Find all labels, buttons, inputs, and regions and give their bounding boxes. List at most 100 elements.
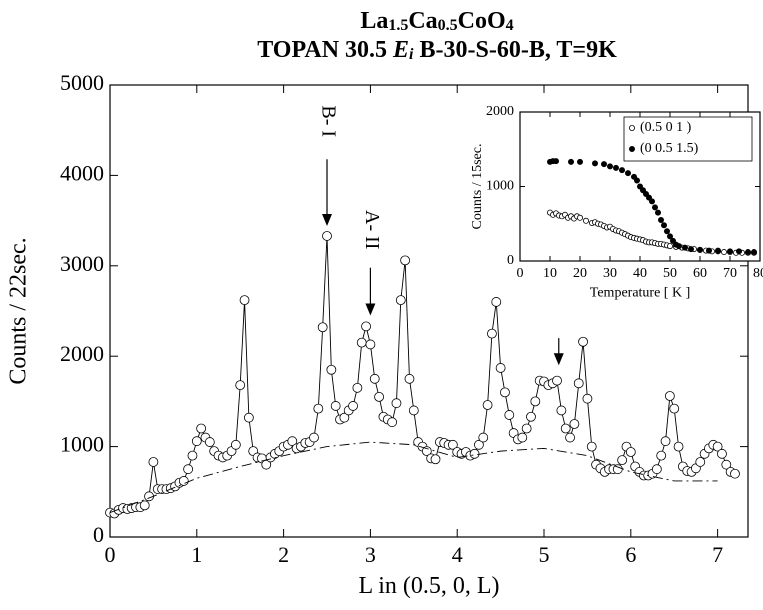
data-point	[404, 373, 415, 384]
data-point	[330, 401, 341, 411]
data-point	[474, 439, 484, 450]
data-point	[178, 476, 189, 486]
data-point	[183, 464, 194, 475]
data-point	[664, 228, 671, 235]
x-tick-label: 40	[633, 266, 647, 281]
y-axis-label: Counts / 15sec.	[470, 144, 485, 230]
title-part: B-30-S-60-B, T=9K	[414, 37, 618, 63]
data-point	[361, 321, 371, 332]
series-line	[109, 441, 718, 514]
data-point	[235, 380, 246, 391]
x-tick-label: 1	[191, 542, 202, 567]
data-point	[688, 246, 695, 253]
x-axis-label: Temperature [ K ]	[590, 285, 690, 300]
data-point	[139, 500, 150, 511]
data-point	[487, 328, 497, 339]
data-point	[682, 244, 689, 251]
data-point	[287, 436, 298, 447]
data-point	[148, 457, 159, 467]
x-tick-label: 0	[105, 542, 116, 567]
data-point	[669, 403, 680, 414]
data-point	[469, 448, 480, 459]
data-point	[196, 423, 207, 434]
title-part: Ca	[408, 8, 437, 34]
legend-box	[623, 116, 753, 162]
chart-title: TOPAN 30.5 Ei B-30-S-60-B, T=9K	[257, 37, 617, 64]
legend-marker	[629, 125, 636, 132]
data-point	[369, 373, 380, 384]
data-point	[612, 464, 623, 475]
data-point	[583, 217, 590, 224]
data-point	[617, 455, 628, 466]
data-point	[400, 255, 411, 266]
y-tick-label: 1000	[486, 179, 514, 194]
data-point	[204, 437, 215, 447]
data-point	[309, 432, 319, 443]
x-tick-label: 3	[365, 542, 376, 567]
data-point	[387, 417, 398, 428]
legend-label: (0 0.5 1.5)	[640, 141, 699, 156]
x-tick-label: 60	[693, 266, 707, 281]
arrow-head	[365, 303, 376, 316]
data-point	[391, 398, 402, 409]
data-point	[553, 158, 560, 165]
data-point	[751, 249, 758, 256]
data-point	[521, 423, 532, 434]
data-point	[697, 246, 704, 253]
data-point	[715, 247, 722, 254]
data-point	[721, 459, 732, 470]
data-point	[495, 363, 506, 373]
x-tick-label: 80	[753, 266, 763, 281]
data-point	[745, 249, 752, 256]
annotation: A- II	[361, 210, 383, 249]
data-point	[239, 295, 250, 306]
data-point	[649, 198, 656, 205]
y-tick-label: 4000	[60, 160, 104, 185]
data-point	[651, 464, 662, 475]
y-tick-label: 2000	[60, 341, 104, 366]
data-point	[356, 337, 367, 348]
data-point	[625, 170, 632, 177]
data-point	[326, 364, 337, 375]
x-tick-label: 2	[278, 542, 289, 567]
data-point	[619, 167, 626, 174]
data-point	[374, 391, 384, 402]
y-tick-label: 3000	[60, 251, 104, 276]
title-part: 0.5	[438, 17, 458, 34]
title-part: 1.5	[388, 17, 408, 34]
data-point	[592, 160, 599, 167]
data-point	[625, 447, 636, 457]
data-point	[230, 439, 241, 450]
x-axis-label: L in (0.5, 0, L)	[358, 573, 499, 599]
data-point	[339, 412, 350, 423]
data-point	[664, 391, 675, 401]
title-part: E	[392, 37, 409, 63]
data-point	[573, 378, 584, 389]
x-tick-label: 30	[603, 266, 617, 281]
data-point	[676, 243, 683, 250]
x-tick-label: 7	[712, 542, 723, 567]
data-point	[577, 158, 584, 165]
data-point	[348, 401, 358, 411]
data-point	[736, 248, 743, 255]
data-point	[430, 454, 441, 465]
data-point	[658, 217, 665, 224]
data-point	[395, 295, 406, 306]
data-point	[352, 382, 363, 393]
data-point	[656, 450, 667, 461]
x-tick-label: 4	[452, 542, 463, 567]
data-point	[661, 222, 668, 229]
y-tick-label: 2000	[486, 104, 514, 119]
legend-marker	[629, 145, 636, 152]
data-point	[569, 419, 580, 429]
data-point	[706, 247, 713, 254]
data-point	[365, 339, 376, 350]
x-tick-label: 5	[539, 542, 550, 567]
x-tick-label: 6	[625, 542, 636, 567]
data-point	[421, 446, 432, 457]
data-point	[667, 233, 674, 240]
arrow-head	[322, 214, 333, 227]
title-part: CoO	[458, 8, 506, 34]
data-point	[552, 375, 562, 386]
